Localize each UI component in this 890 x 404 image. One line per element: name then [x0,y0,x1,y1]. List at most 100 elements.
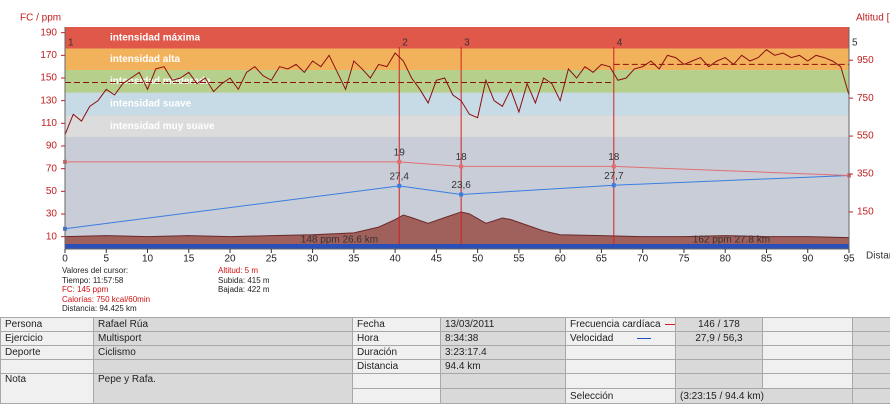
cell: Deporte [1,346,94,360]
cell [853,318,890,332]
cell [676,346,763,360]
cursor-calories: Calorías: 750 kcal/60min [62,295,150,305]
cell: Multisport [94,332,353,346]
cell: 8:34:38 [441,332,566,346]
cell [441,374,566,389]
point [397,184,401,188]
cell [853,332,890,346]
swatch [665,324,676,325]
lap-label: 3 [464,38,470,49]
cell: 3:23:17.4 [441,346,566,360]
x-tick-label: 80 [720,254,732,265]
zone-band [65,49,849,71]
cursor-info-2: Altitud: 5 m Subida: 415 m Bajada: 422 m [218,266,270,295]
reference-label: 148 ppm 26.6 km [301,235,378,246]
bottom-strip [65,244,849,249]
swatch [637,338,651,339]
y-tick-label: 10 [46,231,58,242]
cursor-hr: FC: 145 ppm [62,285,150,295]
cursor-altitude: Altitud: 5 m [218,266,270,276]
cell: Hora [353,332,441,346]
cell [763,374,853,389]
cell: Ejercicio [1,332,94,346]
x-tick-label: 0 [62,254,68,265]
y2-tick-label: 950 [857,55,874,66]
y-tick-label: 90 [46,141,58,152]
x-tick-label: 5 [103,254,109,265]
cell: Fecha [353,318,441,332]
y-tick-label: 130 [40,95,57,106]
y2-tick-label: 550 [857,131,874,142]
cell [763,332,853,346]
point [459,193,463,197]
zone-label: intensidad suave [110,99,192,110]
zone-label: intensidad alta [110,54,180,65]
cell: Distancia [353,360,441,374]
value-label: 27,4 [389,172,409,183]
cell [94,360,353,374]
x-tick-label: 50 [472,254,484,265]
value-label: 18 [456,152,468,163]
cursor-info: Valores del cursor: Tiempo: 11:57:58 FC:… [62,266,150,314]
y-tick-label: 150 [40,73,57,84]
cell [353,389,441,404]
y-tick-label: 30 [46,209,58,220]
y-tick-label: 50 [46,186,58,197]
cell: 146 / 178 [676,318,763,332]
cell: 94.4 km [441,360,566,374]
cell: 13/03/2011 [441,318,566,332]
cursor-title: Valores del cursor: [62,266,150,276]
cursor-ascent: Subida: 415 m [218,276,270,286]
cell: Ciclismo [94,346,353,360]
cursor-descent: Bajada: 422 m [218,285,270,295]
x-tick-label: 30 [307,254,319,265]
x-tick-label: 95 [843,254,855,265]
y-tick-label: 110 [41,118,57,129]
label: Frecuencia cardíaca [570,319,661,330]
x-tick-label: 75 [678,254,690,265]
cell: (3:23:15 / 94.4 km) [676,389,853,404]
value-label: 18 [608,152,620,163]
lap-label: 1 [68,38,74,49]
y2-tick-label: 150 [857,207,874,218]
cell: Rafael Rúa [94,318,353,332]
x-tick-label: 70 [637,254,649,265]
x-tick-label: 10 [142,254,154,265]
cell [566,374,676,389]
point [612,164,616,168]
point [459,164,463,168]
cell: Nota [1,374,94,404]
x-tick-label: 60 [555,254,567,265]
cell: Selección [566,389,676,404]
cell: 27,9 / 56,3 [676,332,763,346]
x-tick-label: 15 [183,254,195,265]
x-tick-label: 35 [348,254,360,265]
cell: Persona [1,318,94,332]
lap-label: 2 [402,38,408,49]
cell [566,360,676,374]
cell [566,346,676,360]
cell [853,360,890,374]
chart: intensidad máxima intensidad alta intensid… [0,0,890,266]
cell [353,374,441,389]
x-tick-label: 55 [513,254,525,265]
x-tick-label: 45 [431,254,443,265]
cell [676,374,763,389]
cell: Frecuencia cardíaca [566,318,676,332]
x-tick-label: 25 [266,254,278,265]
cell [441,389,566,404]
value-label: 19 [394,148,406,159]
cell [763,346,853,360]
value-label: 27,7 [604,171,624,182]
zone-label: intensidad máxima [110,32,200,43]
zone-label: intensidad muy suave [110,121,215,132]
cell: Pepe y Rafa. [94,374,353,404]
y-tick-label: 70 [46,163,58,174]
y-axis-title: FC / ppm [20,13,61,24]
cell [853,389,890,404]
lap-label: 5 [852,38,858,49]
value-label: 23,6 [451,180,471,191]
point [397,160,401,164]
cell [676,360,763,374]
point [612,183,616,187]
